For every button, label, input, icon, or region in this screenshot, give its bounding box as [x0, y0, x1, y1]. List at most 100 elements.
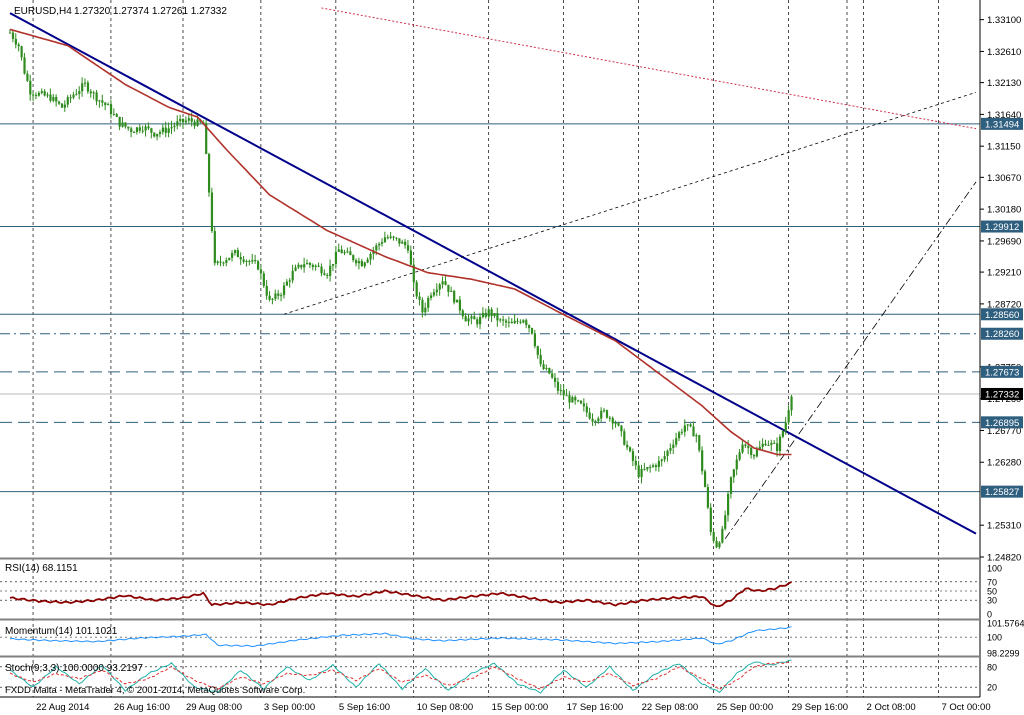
indicator-tick-label: 0	[987, 610, 992, 620]
candle-body	[559, 390, 562, 392]
indicator-tick-label: 20	[987, 683, 997, 693]
price-axis[interactable]: 1.33100 1.32610 1.32130 1.31640 1.31150 1.306…	[980, 15, 1024, 693]
candle-body	[600, 410, 603, 419]
candle-body	[14, 38, 17, 45]
time-label: 2 Oct 08:00	[867, 702, 916, 713]
candle-body	[453, 290, 456, 303]
indicator-tick-label: 50	[987, 587, 997, 597]
level-price-label: 1.29912	[985, 222, 1019, 233]
candle-body	[669, 447, 672, 451]
candle-body	[441, 281, 444, 285]
candle-body	[579, 400, 583, 404]
candle-body	[78, 91, 81, 94]
candle-body	[236, 250, 240, 258]
candle-body	[46, 94, 49, 96]
candle-body	[721, 528, 724, 543]
candle-body	[366, 259, 369, 263]
candle-body	[297, 264, 300, 268]
candle-body	[29, 80, 32, 95]
candle-body	[614, 423, 617, 425]
candle-body	[643, 468, 646, 470]
candle-body	[718, 542, 721, 548]
time-label: 15 Sep 00:00	[492, 702, 549, 713]
candle-body	[412, 264, 415, 283]
candle-body	[695, 435, 698, 437]
candle-body	[205, 123, 208, 154]
candle-body	[660, 459, 663, 461]
candle-body	[363, 262, 366, 267]
candle-body	[11, 32, 15, 39]
candle-body	[262, 273, 265, 286]
candle-body	[686, 424, 689, 426]
candle-body	[536, 346, 539, 355]
candle-body	[37, 92, 41, 96]
time-axis[interactable]: 22 Aug 2014 26 Aug 16:00 29 Aug 08:00 3 Sep…	[36, 702, 991, 713]
candle-body	[352, 255, 355, 261]
candle-body	[444, 281, 447, 285]
candle-body	[493, 313, 496, 317]
candle-body	[603, 410, 606, 412]
candle-body	[735, 459, 738, 470]
candle-body	[222, 262, 225, 264]
candle-body	[311, 264, 314, 267]
candle-body	[626, 444, 629, 448]
trendline	[283, 91, 977, 315]
candle-body	[277, 293, 280, 296]
level-price-box	[981, 117, 1023, 130]
candle-body	[144, 126, 147, 131]
candle-body	[141, 130, 144, 132]
axes	[0, 0, 981, 698]
level-price-box	[981, 416, 1023, 429]
candle-body	[551, 373, 554, 378]
candle-body	[424, 307, 427, 313]
level-price-box	[981, 387, 1023, 400]
candle-body	[458, 299, 462, 311]
vertical-grid	[32, 0, 939, 697]
price-tick-label: 1.31640	[987, 110, 1021, 121]
candle-body	[386, 237, 389, 239]
candle-body	[375, 245, 378, 251]
candle-body	[744, 444, 747, 446]
candle-body	[430, 295, 433, 298]
candle-body	[153, 132, 156, 137]
candle-body	[383, 237, 387, 243]
candle-body	[225, 260, 228, 263]
level-price-box	[981, 220, 1023, 233]
candle-body	[692, 426, 695, 437]
price-tick-label: 1.33100	[987, 15, 1021, 26]
candle-body	[747, 445, 750, 448]
candle-body	[52, 96, 55, 101]
candle-body	[539, 354, 542, 365]
candle-body	[274, 293, 277, 299]
candle-body	[585, 406, 588, 413]
candle-body	[562, 390, 565, 396]
candle-body	[164, 127, 167, 133]
candle-body	[525, 320, 528, 326]
candle-body	[173, 125, 176, 128]
candle-body	[787, 410, 790, 423]
candle-body	[487, 309, 490, 317]
candle-body	[571, 397, 574, 403]
level-price-label: 1.25827	[985, 487, 1019, 498]
candle-body	[213, 231, 216, 264]
candle-body	[32, 94, 35, 96]
price-tick-label: 1.26770	[987, 426, 1021, 437]
candle-body	[190, 118, 193, 122]
candle-body	[703, 471, 707, 488]
candle-body	[588, 412, 591, 419]
level-price-box	[981, 327, 1023, 340]
candle-body	[291, 270, 294, 281]
candle-body	[611, 417, 614, 424]
candle-body	[712, 531, 715, 541]
trendlines[interactable]	[9, 7, 977, 540]
candle-body	[409, 250, 413, 265]
candle-body	[259, 269, 263, 274]
candle-body	[479, 316, 482, 325]
candle-body	[268, 295, 271, 300]
time-label: 29 Aug 08:00	[186, 702, 242, 713]
candle-body	[504, 320, 508, 323]
candle-body	[130, 128, 133, 133]
candle-body	[649, 466, 652, 468]
price-tick-label: 1.25310	[987, 521, 1021, 532]
